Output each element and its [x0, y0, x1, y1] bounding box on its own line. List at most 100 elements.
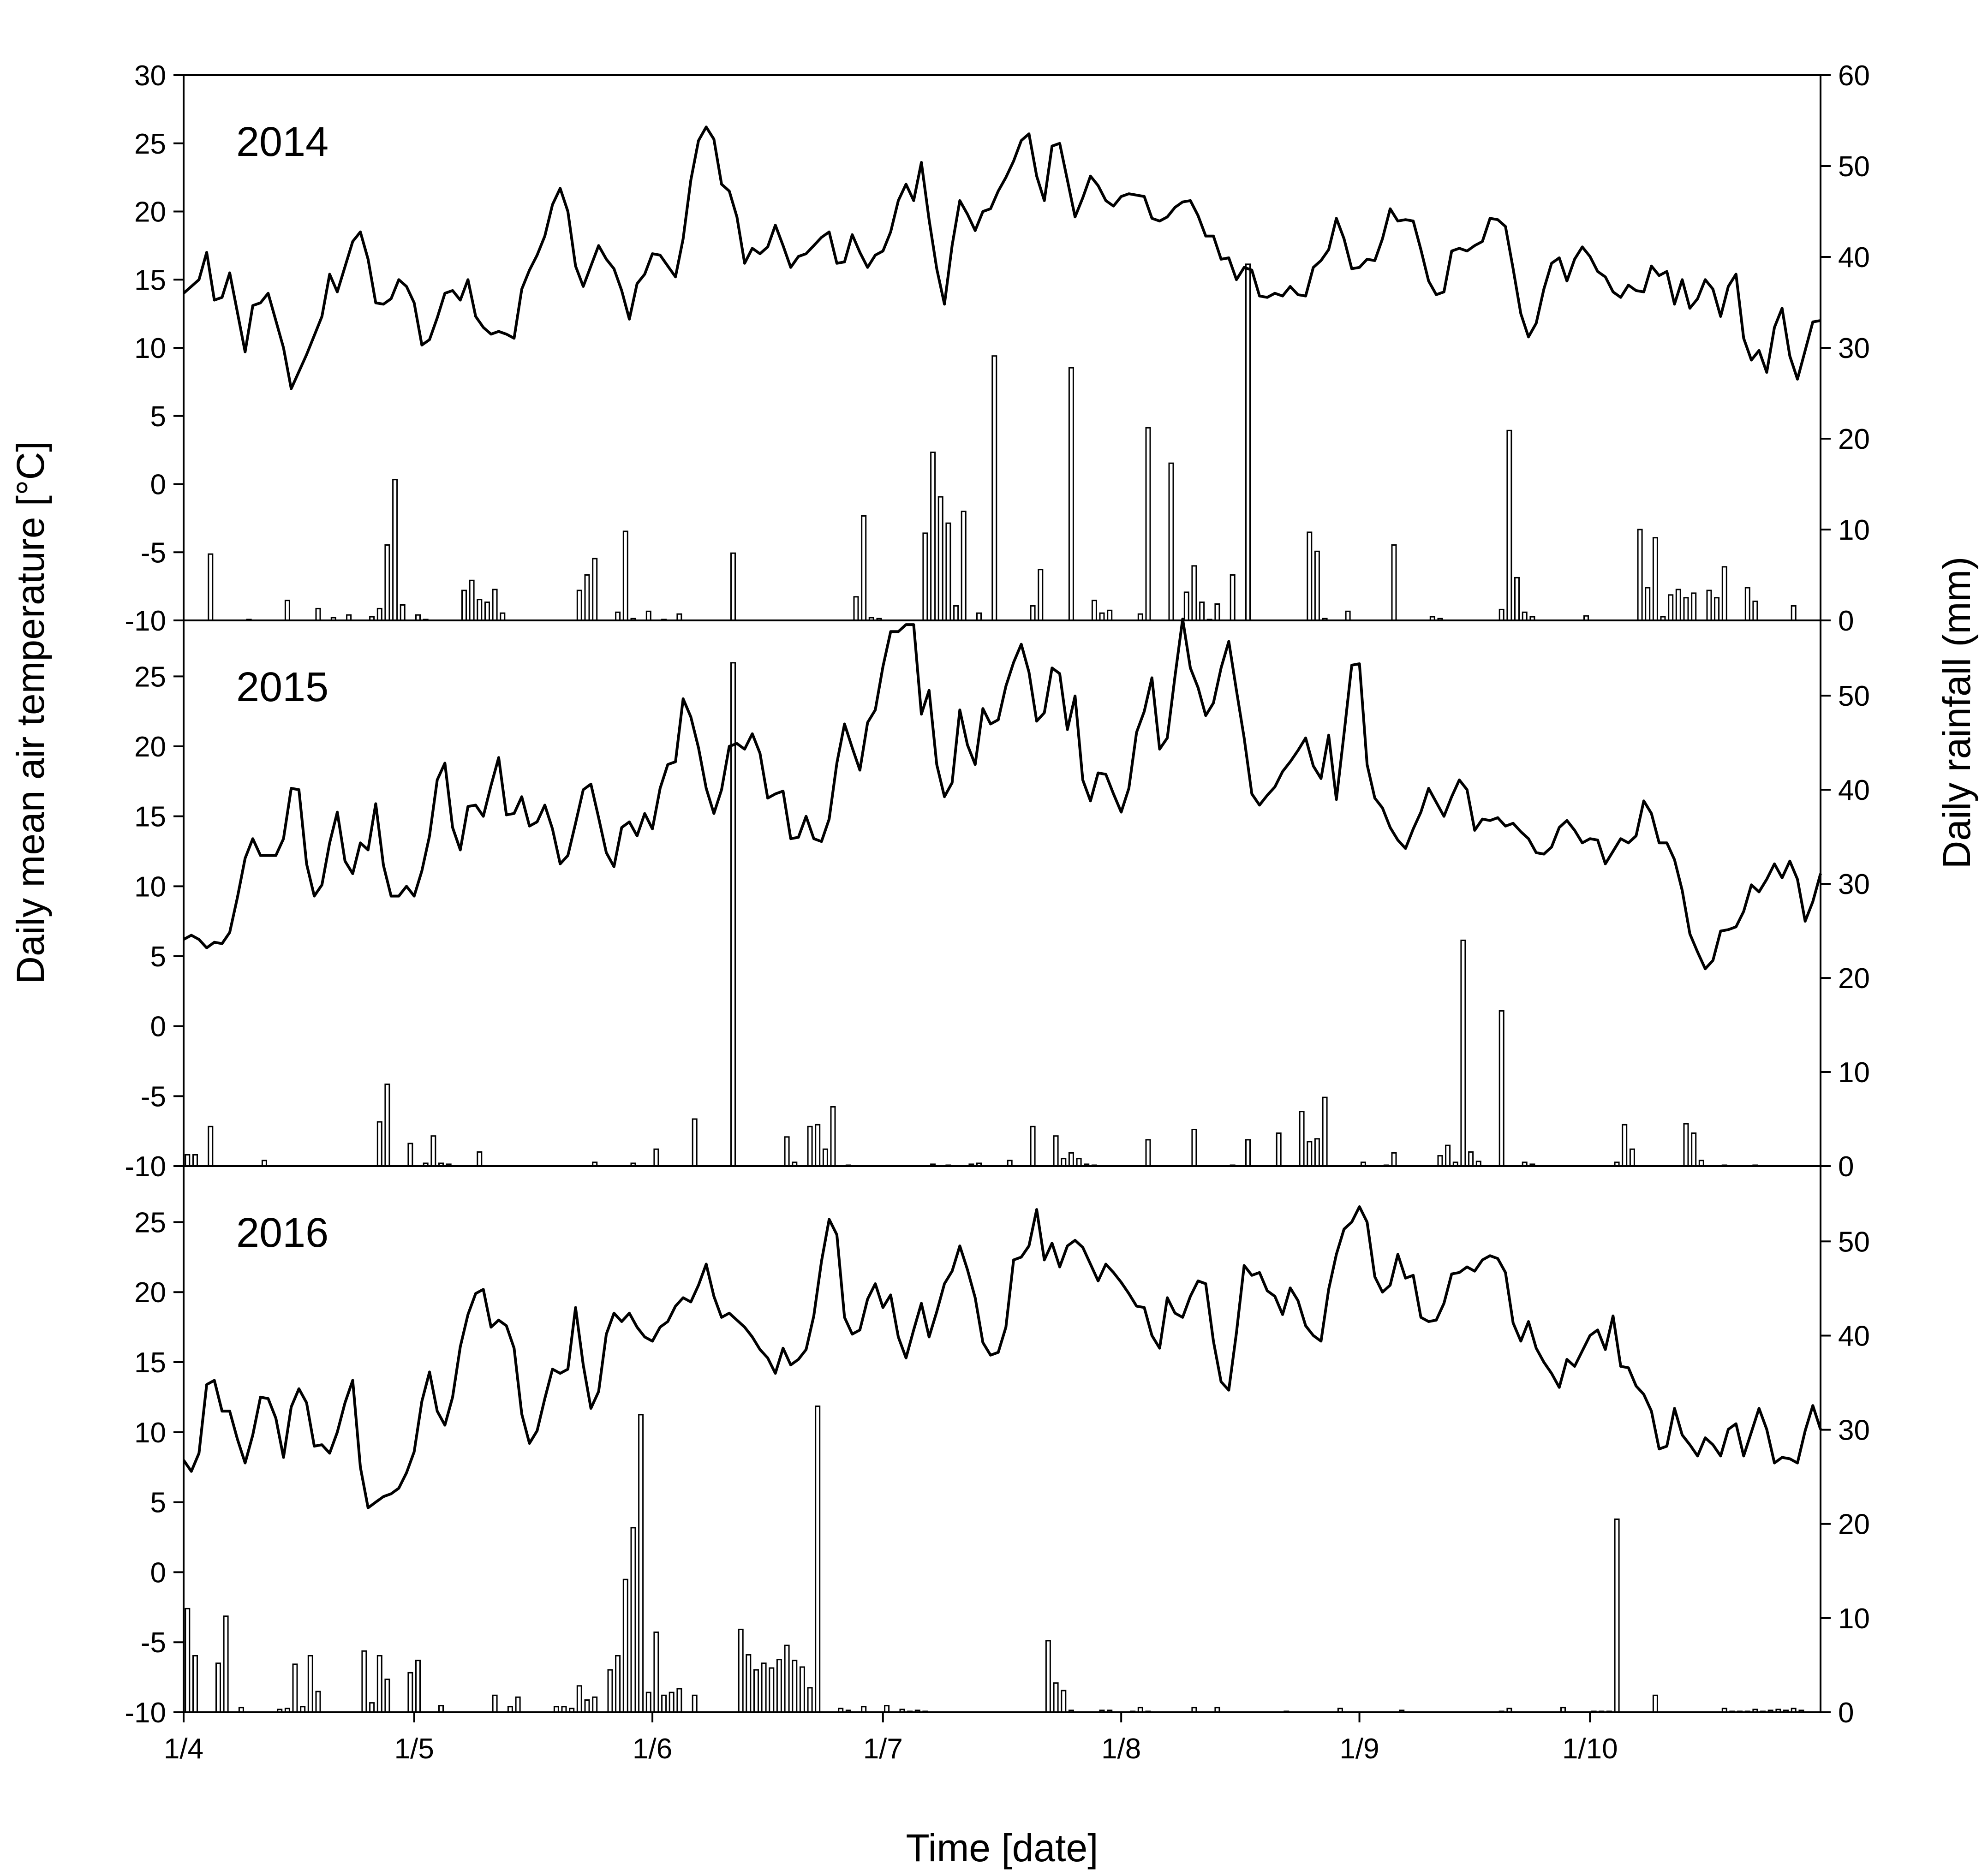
rainfall-bar [208, 1126, 214, 1167]
left-tick-label: 15 [134, 264, 166, 296]
rainfall-bar [1522, 611, 1528, 621]
panel-frame [183, 74, 1821, 621]
rainfall-bar [761, 1662, 767, 1713]
rainfall-bar [492, 1694, 498, 1713]
rainfall-bar [1183, 591, 1189, 621]
rainfall-bar [492, 589, 498, 621]
rainfall-bar [676, 613, 682, 621]
rainfall-bar [753, 1669, 759, 1713]
x-axis: 1/4 1/5 1/6 1/7 1/8 1/9 1/10 [164, 1712, 1618, 1765]
rainfall-bar [645, 610, 651, 621]
left-tick-label: 0 [150, 1011, 166, 1043]
left-tick-label: 5 [150, 401, 166, 433]
rainfall-bar [630, 1527, 636, 1713]
rainfall-bar [1391, 544, 1397, 621]
x-tick-label: 1/9 [1339, 1733, 1379, 1765]
rainfall-bar [192, 1655, 198, 1713]
right-tick-label: 60 [1838, 60, 1870, 92]
rainfall-bar [1137, 613, 1143, 621]
rainfall-bar [361, 1650, 367, 1713]
rainfall-bar [1030, 605, 1036, 621]
rainfall-bar [1145, 427, 1151, 621]
rainfall-bar [1645, 587, 1651, 621]
rainfall-bar [784, 1136, 790, 1167]
rainfall-bar [1445, 1144, 1451, 1167]
rainfall-bar [1299, 1111, 1305, 1167]
rainfall-bar [376, 607, 382, 621]
rainfall-bar [392, 479, 398, 621]
left-tick-label: -10 [125, 1151, 166, 1183]
rainfall-bar [1276, 1132, 1282, 1167]
rainfall-bar [730, 662, 736, 1167]
rainfall-bar [407, 1672, 413, 1713]
rainfall-bar [461, 590, 467, 621]
right-tick-label: 0 [1838, 605, 1854, 637]
panel-2014: -10 -5 0 5 10 15 20 25 30 0 10 20 30 40 50 60 2014 [125, 60, 1870, 637]
rainfall-bar [407, 1143, 413, 1167]
left-tick-label: 0 [150, 469, 166, 501]
rainfall-bar [1744, 587, 1750, 621]
rainfall-bar [692, 1694, 698, 1713]
rainfall-bar [1460, 940, 1466, 1167]
rainfall-bar [784, 1644, 790, 1713]
rainfall-bar [1053, 1135, 1059, 1167]
panel-2015: -10 -5 0 5 10 15 20 25 0 10 20 30 40 50 2015 [125, 618, 1870, 1183]
left-tick-label: -5 [141, 1627, 166, 1659]
right-tick-label: 0 [1838, 1151, 1854, 1183]
x-tick-label: 1/6 [633, 1733, 672, 1765]
left-tick-label: 15 [134, 801, 166, 833]
rainfall-bar [669, 1691, 675, 1713]
rainfall-bar [484, 602, 490, 621]
rainfall-bar [769, 1667, 775, 1713]
rainfall-bar [1038, 569, 1044, 621]
rainfall-bar [415, 1660, 421, 1713]
left-tick-label: 5 [150, 1487, 166, 1519]
right-tick-label: 40 [1838, 774, 1870, 806]
panel-2016: -10 -5 0 5 10 15 20 25 0 10 20 30 40 50 2016 [125, 1165, 1870, 1729]
rainfall-bar [1614, 1519, 1620, 1713]
rainfall-bar [1307, 1141, 1313, 1167]
rainfall-bar [738, 1628, 744, 1713]
rainfall-bar [384, 544, 390, 621]
rainfall-bar [307, 1655, 313, 1713]
left-tick-label: 0 [150, 1557, 166, 1589]
rainfall-bar [776, 1659, 782, 1713]
rainfall-bar [1345, 610, 1351, 621]
rainfall-bar [1668, 594, 1674, 621]
rainfall-bar [1045, 1640, 1051, 1713]
rainfall-bar [976, 612, 982, 621]
rainfall-bar [1691, 592, 1697, 621]
right-tick-label: 20 [1838, 423, 1870, 455]
rainfall-bar [208, 553, 214, 621]
left-tick-label: 25 [134, 661, 166, 693]
rainfall-bar [922, 532, 928, 621]
rainfall-bar [1752, 601, 1758, 621]
rainfall-bar [799, 1666, 805, 1713]
rainfall-bar [584, 574, 590, 621]
rainfall-bar [576, 590, 582, 621]
temperature-line [183, 618, 1822, 971]
rainfall-bar [807, 1126, 813, 1167]
rainfall-bar [1637, 529, 1643, 621]
left-tick-label: 5 [150, 941, 166, 973]
rainfall-bar [937, 496, 943, 621]
rainfall-bar [515, 1696, 521, 1713]
x-tick-label: 1/7 [863, 1733, 903, 1765]
left-tick-label: -10 [125, 605, 166, 637]
rainfall-bar [645, 1691, 651, 1713]
rainfall-bar [1214, 603, 1220, 621]
x-tick-label: 1/4 [164, 1733, 203, 1765]
rainfall-bar [1498, 608, 1504, 621]
rainfall-bar [284, 600, 290, 621]
rainfall-bar [638, 1414, 644, 1713]
rainfall-bar [1652, 537, 1658, 621]
rainfall-bar [730, 552, 736, 621]
rainfall-bar [1068, 1152, 1074, 1167]
right-tick-label: 40 [1838, 1320, 1870, 1352]
rainfall-bar [676, 1688, 682, 1713]
rainfall-bar [622, 1578, 628, 1713]
rainfall-bar [223, 1615, 229, 1713]
rainfall-bar [292, 1663, 298, 1713]
right-tick-label: 10 [1838, 1057, 1870, 1089]
rainfall-bar [1107, 609, 1113, 621]
